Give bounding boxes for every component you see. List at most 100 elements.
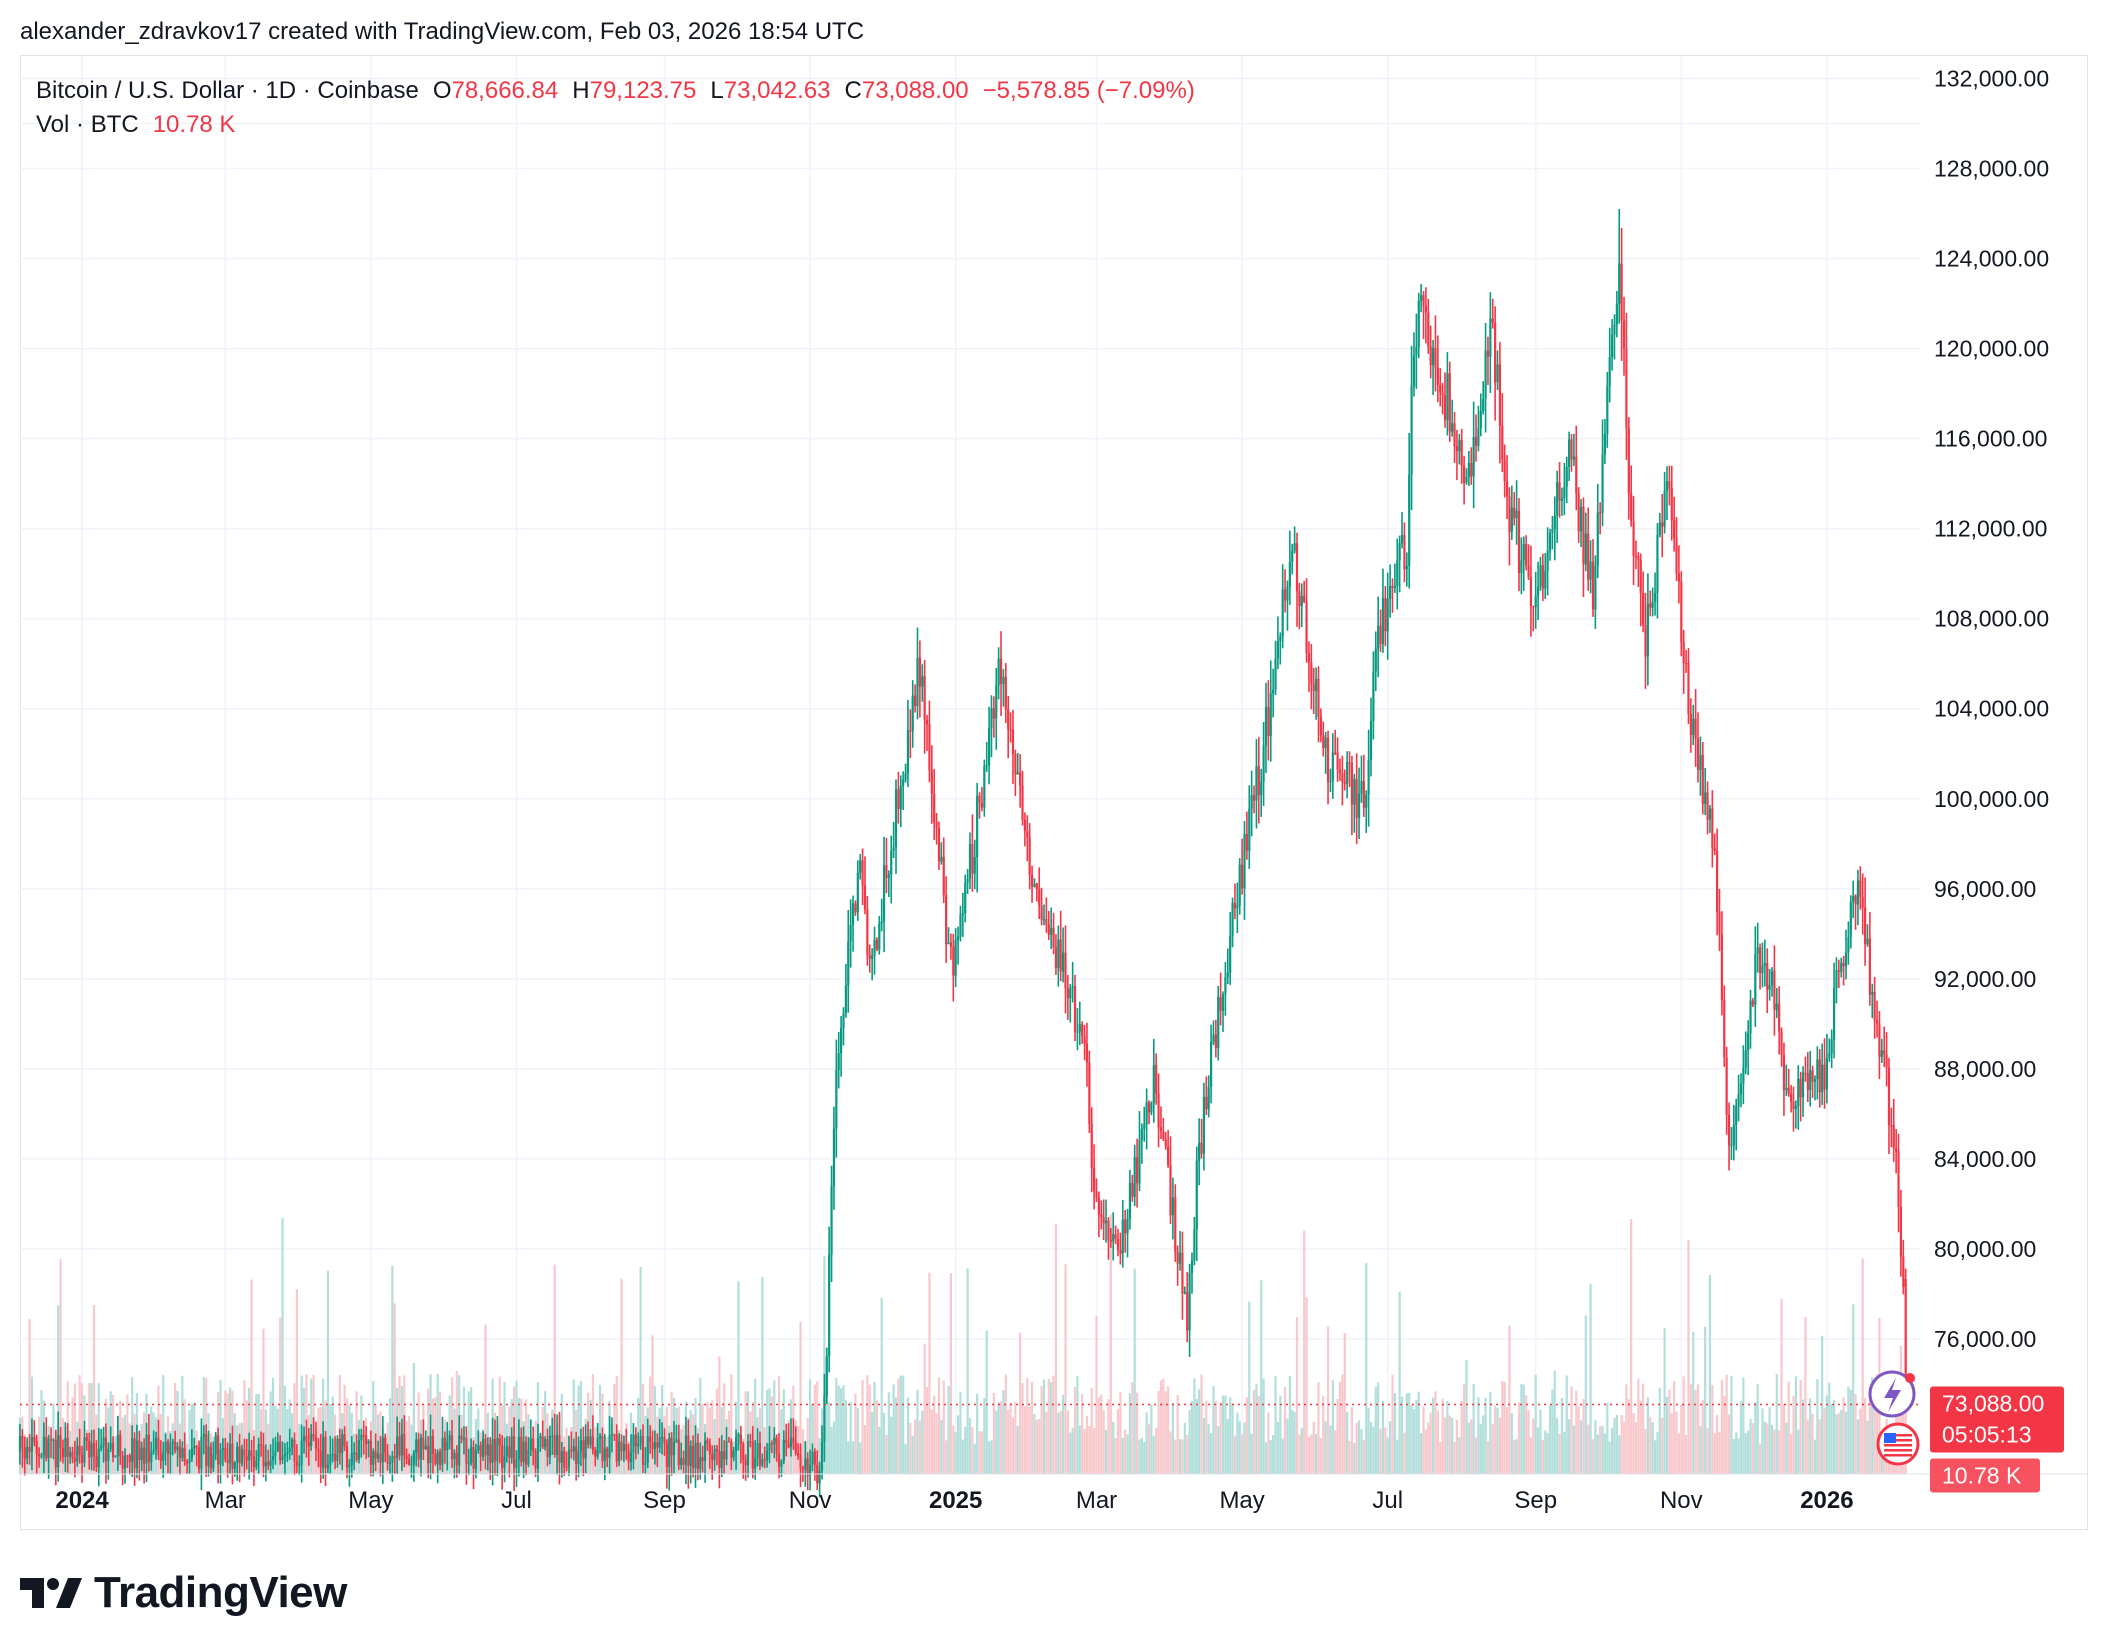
candle-body	[1338, 769, 1342, 774]
candle-body	[310, 1434, 313, 1447]
candle-body	[680, 1458, 683, 1466]
candle-body	[1157, 1093, 1160, 1128]
volume-bar	[1682, 1376, 1685, 1474]
legend-volume-value: 10.78 K	[152, 111, 236, 138]
candle-body	[121, 1456, 124, 1469]
volume-bar	[1778, 1430, 1781, 1474]
volume-bar	[1782, 1403, 1786, 1474]
volume-bar	[1503, 1382, 1506, 1474]
candle-body	[1436, 367, 1439, 385]
candle-body	[355, 1452, 358, 1460]
candle-body	[102, 1437, 105, 1447]
volume-bar	[1527, 1410, 1530, 1474]
candle-body	[954, 939, 957, 976]
volume-bar	[1529, 1437, 1533, 1474]
volume-bar	[33, 1437, 36, 1474]
candle-body	[1778, 1003, 1781, 1032]
candle-body	[1556, 482, 1559, 516]
candle-body	[1582, 506, 1585, 565]
candle-body	[1625, 348, 1628, 429]
volume-bar	[123, 1415, 127, 1474]
volume-bar	[1205, 1400, 1208, 1474]
volume-bar	[956, 1415, 960, 1474]
volume-bar	[1706, 1428, 1709, 1474]
volume-bar	[1785, 1422, 1788, 1474]
candle-body	[455, 1452, 458, 1466]
legend-low-value: 73,042.63	[723, 77, 831, 104]
candle-body	[999, 658, 1003, 685]
candle-body	[830, 1186, 833, 1255]
candle-body	[1322, 735, 1325, 748]
tradingview-logo[interactable]: TradingView	[20, 1568, 347, 1618]
candle-body	[1830, 1039, 1833, 1054]
volume-bar	[295, 1289, 298, 1474]
volume-bar	[1252, 1389, 1256, 1474]
volume-bar	[1061, 1394, 1065, 1474]
volume-bar	[1613, 1418, 1616, 1474]
volume-bar	[1570, 1386, 1573, 1474]
volume-bar	[1004, 1374, 1007, 1474]
volume-bar	[1725, 1374, 1728, 1474]
candle-body	[465, 1437, 468, 1464]
candle-body	[1286, 586, 1289, 601]
economic-event-icon[interactable]	[1868, 1370, 1916, 1418]
candle-body	[470, 1446, 473, 1463]
candle-body	[1042, 919, 1046, 921]
volume-bar	[1632, 1413, 1635, 1474]
candle-body	[1007, 709, 1010, 730]
candle-body	[990, 708, 993, 728]
volume-bar	[761, 1276, 764, 1474]
volume-bar	[777, 1376, 781, 1474]
candle-body	[1883, 1050, 1886, 1055]
candle-body	[1050, 927, 1053, 935]
volume-bar	[372, 1380, 375, 1474]
candle-body	[1386, 598, 1389, 632]
candle-body	[1880, 1050, 1883, 1057]
volume-bar	[1109, 1214, 1112, 1474]
candle-body	[221, 1448, 224, 1451]
candle-body	[1369, 721, 1373, 761]
candle-body	[1620, 263, 1623, 321]
candle-body	[575, 1446, 578, 1465]
candle-body	[307, 1442, 310, 1447]
legend-volume-label[interactable]: Vol · BTC	[36, 111, 139, 138]
candle-body	[357, 1440, 361, 1460]
volume-bar	[1744, 1433, 1747, 1474]
candle-body	[820, 1441, 824, 1471]
candle-body	[1596, 512, 1599, 566]
candle-body	[1054, 947, 1058, 969]
volume-bar	[1317, 1382, 1320, 1474]
legend-close-value: 73,088.00	[861, 77, 969, 104]
volume-bar	[1078, 1425, 1081, 1474]
volume-bar	[298, 1424, 301, 1474]
volume-bar	[1553, 1370, 1556, 1474]
candle-body	[1849, 901, 1852, 938]
volume-bar	[1377, 1382, 1380, 1474]
candle-body	[517, 1436, 520, 1460]
candle-body	[441, 1437, 444, 1466]
volume-bar	[1178, 1439, 1182, 1474]
volume-badge[interactable]	[1930, 1458, 2040, 1493]
volume-bar	[345, 1398, 349, 1474]
candle-body	[615, 1435, 618, 1462]
event-dot-icon	[1905, 1373, 1915, 1383]
y-tick-label: 120,000.00	[1934, 336, 2049, 362]
candle-body	[1360, 781, 1363, 794]
candle-body	[835, 1069, 838, 1129]
legend-symbol[interactable]: Bitcoin / U.S. Dollar · 1D · Coinbase	[36, 77, 419, 104]
candle-body	[169, 1443, 172, 1455]
volume-bar	[126, 1394, 129, 1474]
volume-bar	[1112, 1421, 1115, 1474]
candle-body	[1164, 1139, 1167, 1147]
volume-bar	[1451, 1418, 1454, 1474]
candle-body	[811, 1451, 814, 1465]
us-flag-icon[interactable]	[1876, 1422, 1920, 1466]
volume-bar	[1644, 1428, 1647, 1474]
price-badge[interactable]	[1930, 1386, 2064, 1453]
candle-body	[114, 1456, 117, 1458]
candle-body	[973, 857, 976, 874]
volume-bar	[1190, 1400, 1194, 1474]
candle-body	[1608, 357, 1611, 387]
volume-bar	[1770, 1424, 1774, 1474]
